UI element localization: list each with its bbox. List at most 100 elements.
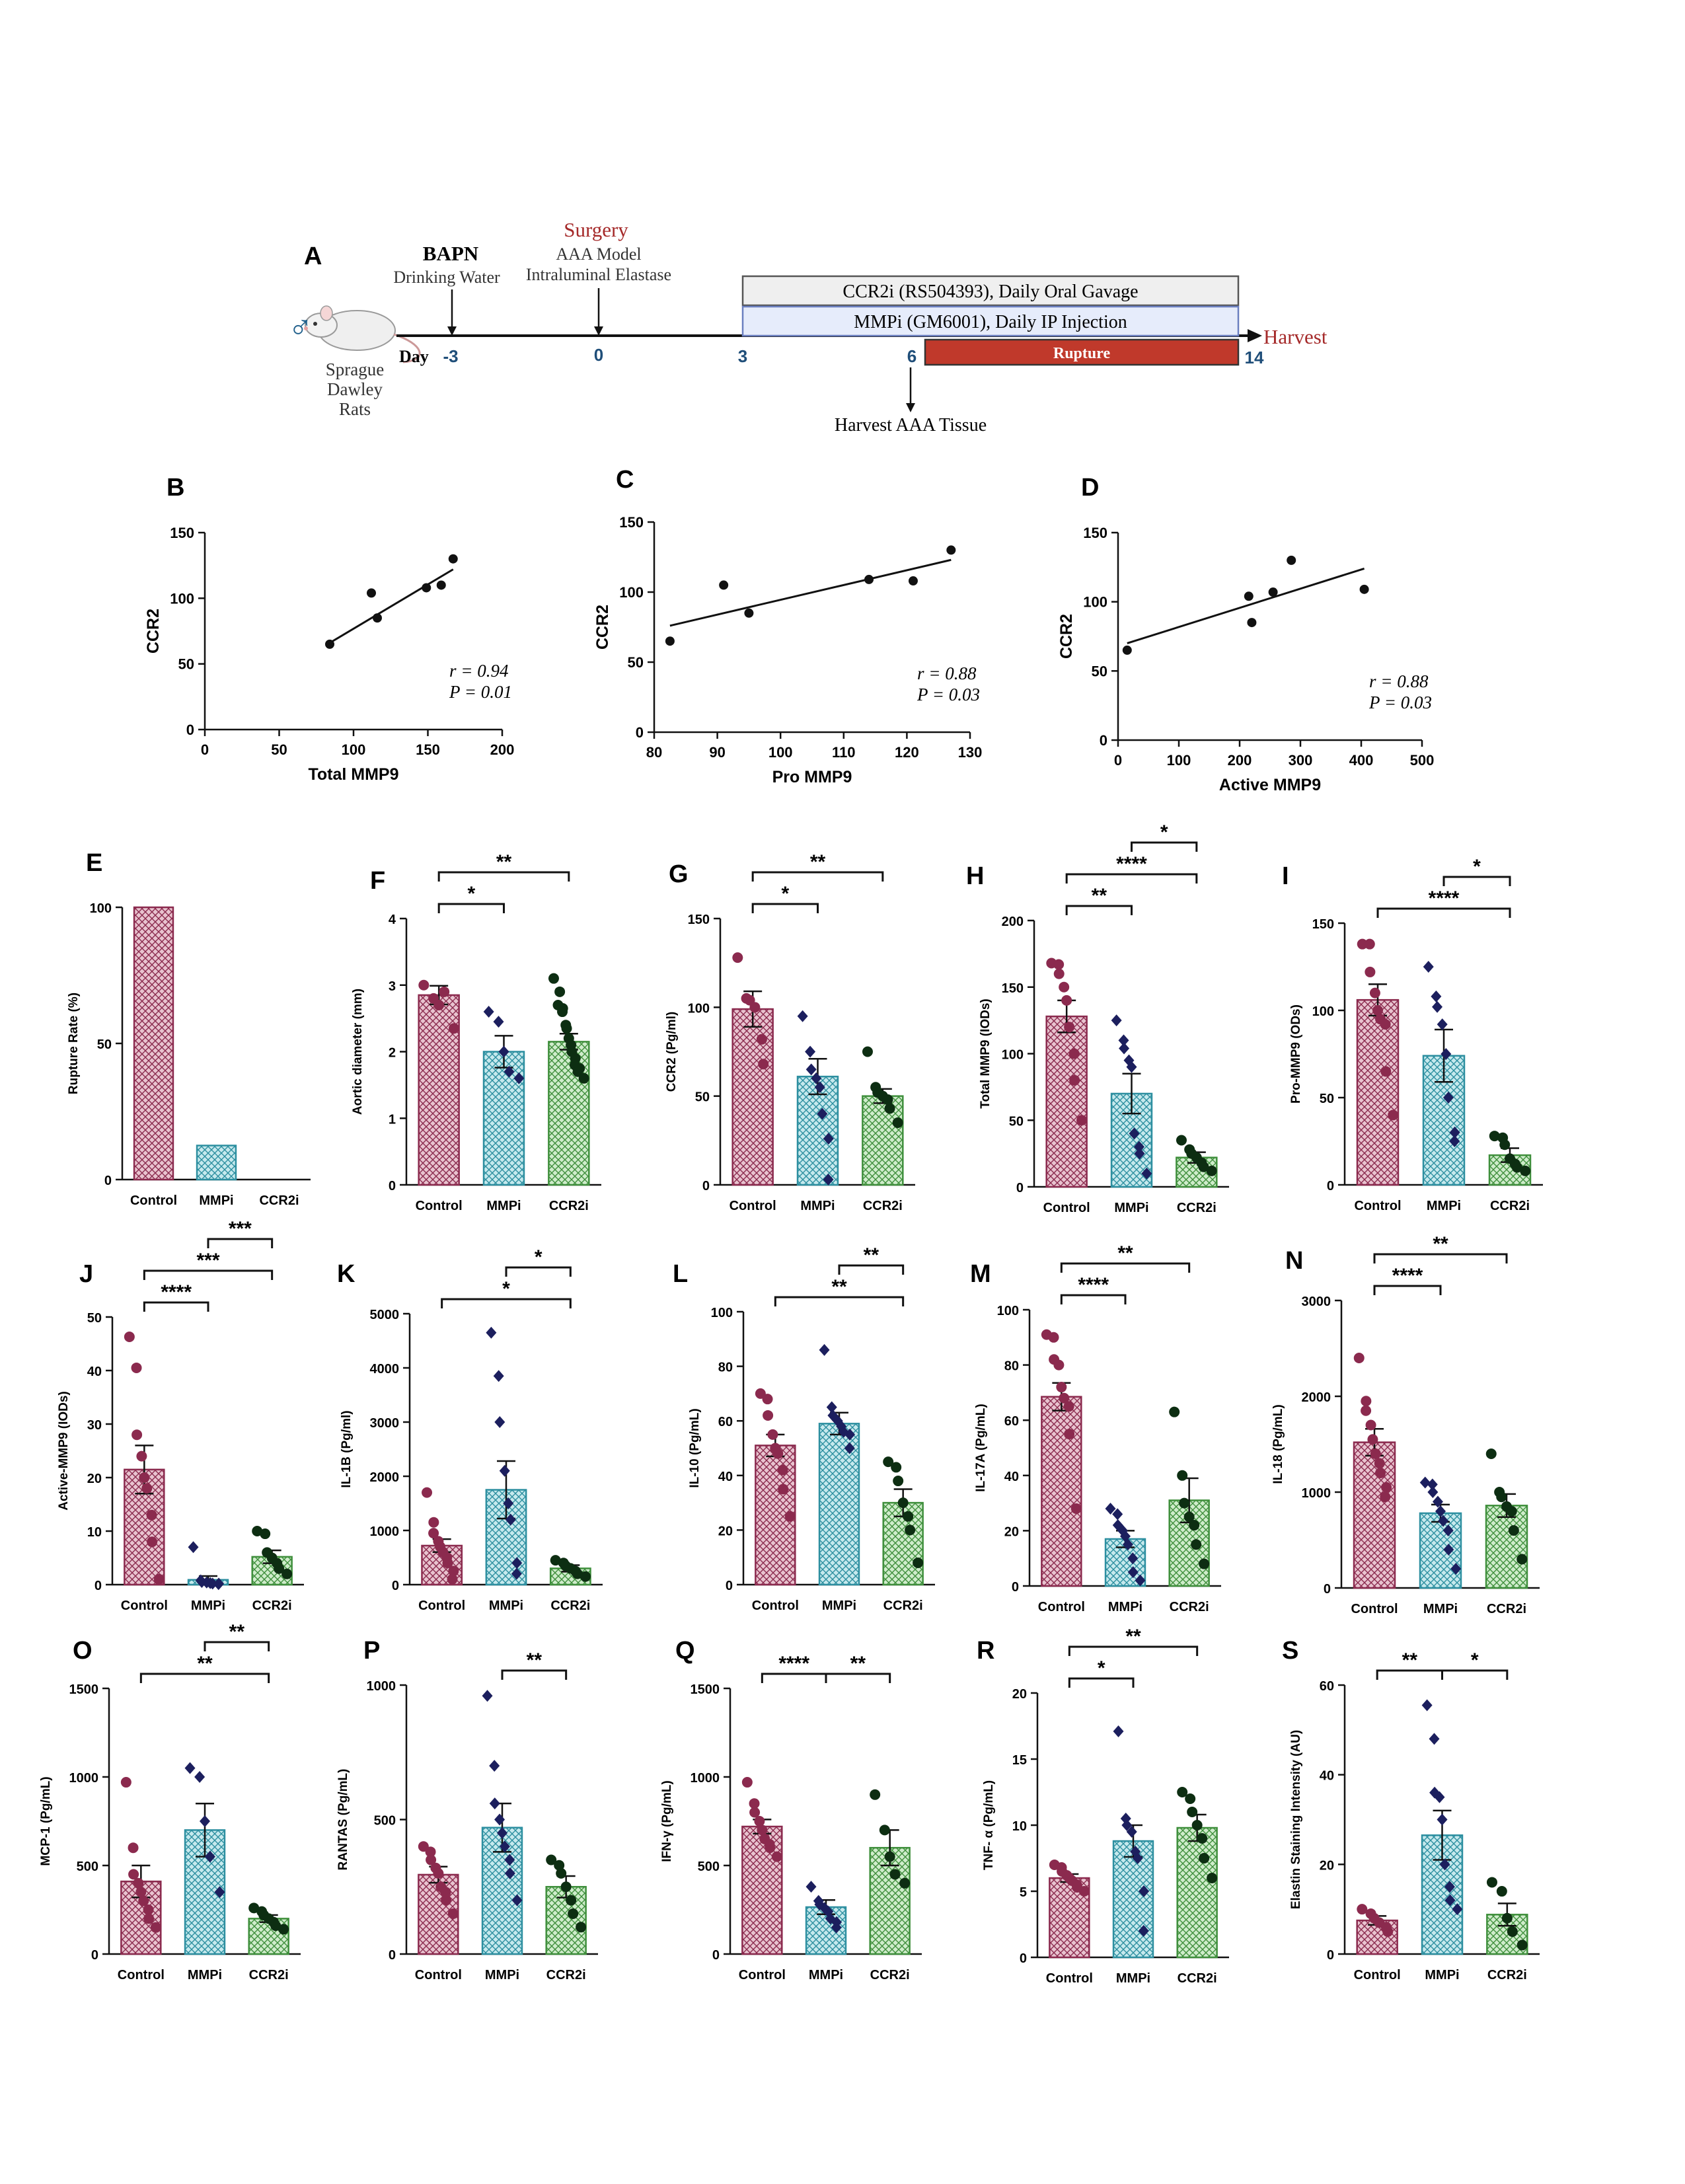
y-tick-label: 60 (1320, 1679, 1334, 1694)
data-point-mmpi (1432, 1495, 1443, 1508)
x-category-label-control: Control (1354, 1968, 1401, 1982)
y-tick-label: 3 (389, 979, 396, 994)
data-point (719, 580, 729, 590)
data-point-ccr2i (882, 1094, 893, 1106)
data-point (908, 576, 918, 586)
significance-bracket (1068, 1677, 1135, 1688)
data-point-ccr2i (870, 1789, 881, 1800)
data-point-control (1388, 1110, 1399, 1121)
data-point (448, 554, 458, 564)
y-tick-label: 20 (718, 1524, 733, 1538)
x-category-label-mmpi: MMPi (485, 1968, 519, 1982)
x-category-label-mmpi: MMPi (188, 1968, 222, 1982)
data-point-control (433, 1867, 444, 1879)
y-tick-label: 50 (1320, 1092, 1334, 1106)
x-category-label-ccr2i: CCR2i (549, 1199, 589, 1213)
y-tick-label: 200 (1002, 915, 1024, 929)
y-tick-label: 100 (170, 590, 194, 607)
significance-bracket (838, 1264, 905, 1275)
x-category-label-ccr2i: CCR2i (249, 1968, 289, 1982)
x-tick-label: 200 (490, 741, 515, 758)
data-point-control (777, 1464, 788, 1476)
x-category-label-control: Control (1046, 1971, 1093, 1986)
data-point-mmpi (826, 1401, 837, 1413)
data-point-ccr2i (913, 1557, 924, 1568)
data-point-mmpi (504, 1867, 515, 1879)
data-point (1247, 618, 1257, 628)
panel-label-A: A (304, 243, 322, 270)
data-point-mmpi (819, 1343, 830, 1356)
data-point-mmpi (1449, 1135, 1460, 1147)
data-point-mmpi (504, 1854, 515, 1866)
bapn-title: BAPN (423, 242, 478, 265)
y-tick-label: 50 (178, 656, 194, 673)
x-category-label-mmpi: MMPi (1425, 1968, 1459, 1982)
x-tick-label: 80 (646, 744, 662, 761)
y-tick-label: 0 (392, 1579, 399, 1593)
x-category-label-ccr2i: CCR2i (1487, 1602, 1526, 1616)
data-point-ccr2i (1511, 1162, 1522, 1173)
panel-B: B 0 50 100 150 CCR2 0 50 100 150 200 Total MMP9 r = … (144, 474, 514, 784)
data-point-mmpi (486, 1326, 497, 1339)
y-tick-label: 0 (104, 1174, 112, 1188)
data-point-mmpi (1449, 1126, 1460, 1139)
data-point (665, 636, 675, 646)
data-point-ccr2i (891, 1462, 902, 1473)
y-tick-label: 0 (389, 1179, 396, 1193)
data-point-control (741, 1777, 753, 1788)
x-category-label-ccr2i: CCR2i (550, 1599, 590, 1613)
y-axis-label: Active-MMP9 (IODs) (57, 1391, 71, 1511)
panel-label-R: R (977, 1637, 994, 1665)
bar-ccr2i (1176, 1826, 1218, 1959)
data-point (864, 574, 874, 584)
data-point-mmpi (1452, 1903, 1463, 1916)
data-point (325, 639, 334, 649)
y-tick-label: 40 (718, 1470, 733, 1484)
data-point-mmpi (1450, 1563, 1462, 1575)
data-point-ccr2i (1199, 1853, 1210, 1864)
y-tick-label: 500 (698, 1860, 720, 1874)
y-tick-label: 4000 (370, 1362, 400, 1376)
significance-bracket (139, 1673, 270, 1683)
x-tick-label: 120 (895, 744, 919, 761)
panel-label-S: S (1282, 1637, 1298, 1665)
data-point-control (147, 1536, 158, 1548)
y-tick-label: 50 (628, 654, 644, 671)
bar-control (1045, 1015, 1088, 1188)
panel-P: P 0 500 1000 RANTAS (Pg/mL) Control MMPi CCR2i *… (336, 1637, 598, 1982)
data-point-mmpi (1139, 1885, 1150, 1897)
x-tick-label: 500 (1410, 752, 1435, 769)
panel-E: E 0 50 100 Rupture Rate (%) Control MMPi CCR2i (67, 849, 311, 1208)
y-tick-label: 40 (87, 1365, 102, 1379)
bar-ccr2i (548, 1041, 590, 1186)
data-point-ccr2i (576, 1922, 587, 1933)
data-point-ccr2i (248, 1902, 260, 1914)
data-point-mmpi (1419, 1476, 1431, 1489)
rupture-bar (924, 338, 1240, 366)
x-category-label-ccr2i: CCR2i (863, 1199, 903, 1213)
data-point-control (1056, 1382, 1067, 1393)
significance-bracket (437, 903, 505, 913)
data-point-mmpi (494, 1813, 506, 1826)
data-point-mmpi (1135, 1574, 1146, 1587)
significance-bracket (1373, 1253, 1508, 1263)
data-point-control (428, 1528, 439, 1539)
data-point-ccr2i (580, 1571, 591, 1582)
data-point-mmpi (184, 1762, 196, 1774)
data-point-mmpi (200, 1815, 210, 1827)
data-point-control (1069, 1074, 1080, 1086)
data-point-control (138, 1895, 149, 1906)
significance-label: **** (1078, 1274, 1109, 1296)
data-point-ccr2i (1496, 1491, 1507, 1503)
y-tick-label: 30 (87, 1418, 102, 1433)
panel-label-P: P (363, 1637, 380, 1665)
x-category-label-mmpi: MMPi (1116, 1971, 1150, 1986)
data-point-mmpi (489, 1797, 500, 1810)
y-tick-label: 15 (1012, 1753, 1027, 1768)
data-point-ccr2i (1496, 1886, 1507, 1897)
significance-label: * (535, 1246, 543, 1268)
data-point-control (1070, 1503, 1082, 1514)
data-point-control (1364, 938, 1375, 950)
y-tick-label: 100 (619, 584, 644, 601)
panel-label-N: N (1285, 1247, 1303, 1275)
